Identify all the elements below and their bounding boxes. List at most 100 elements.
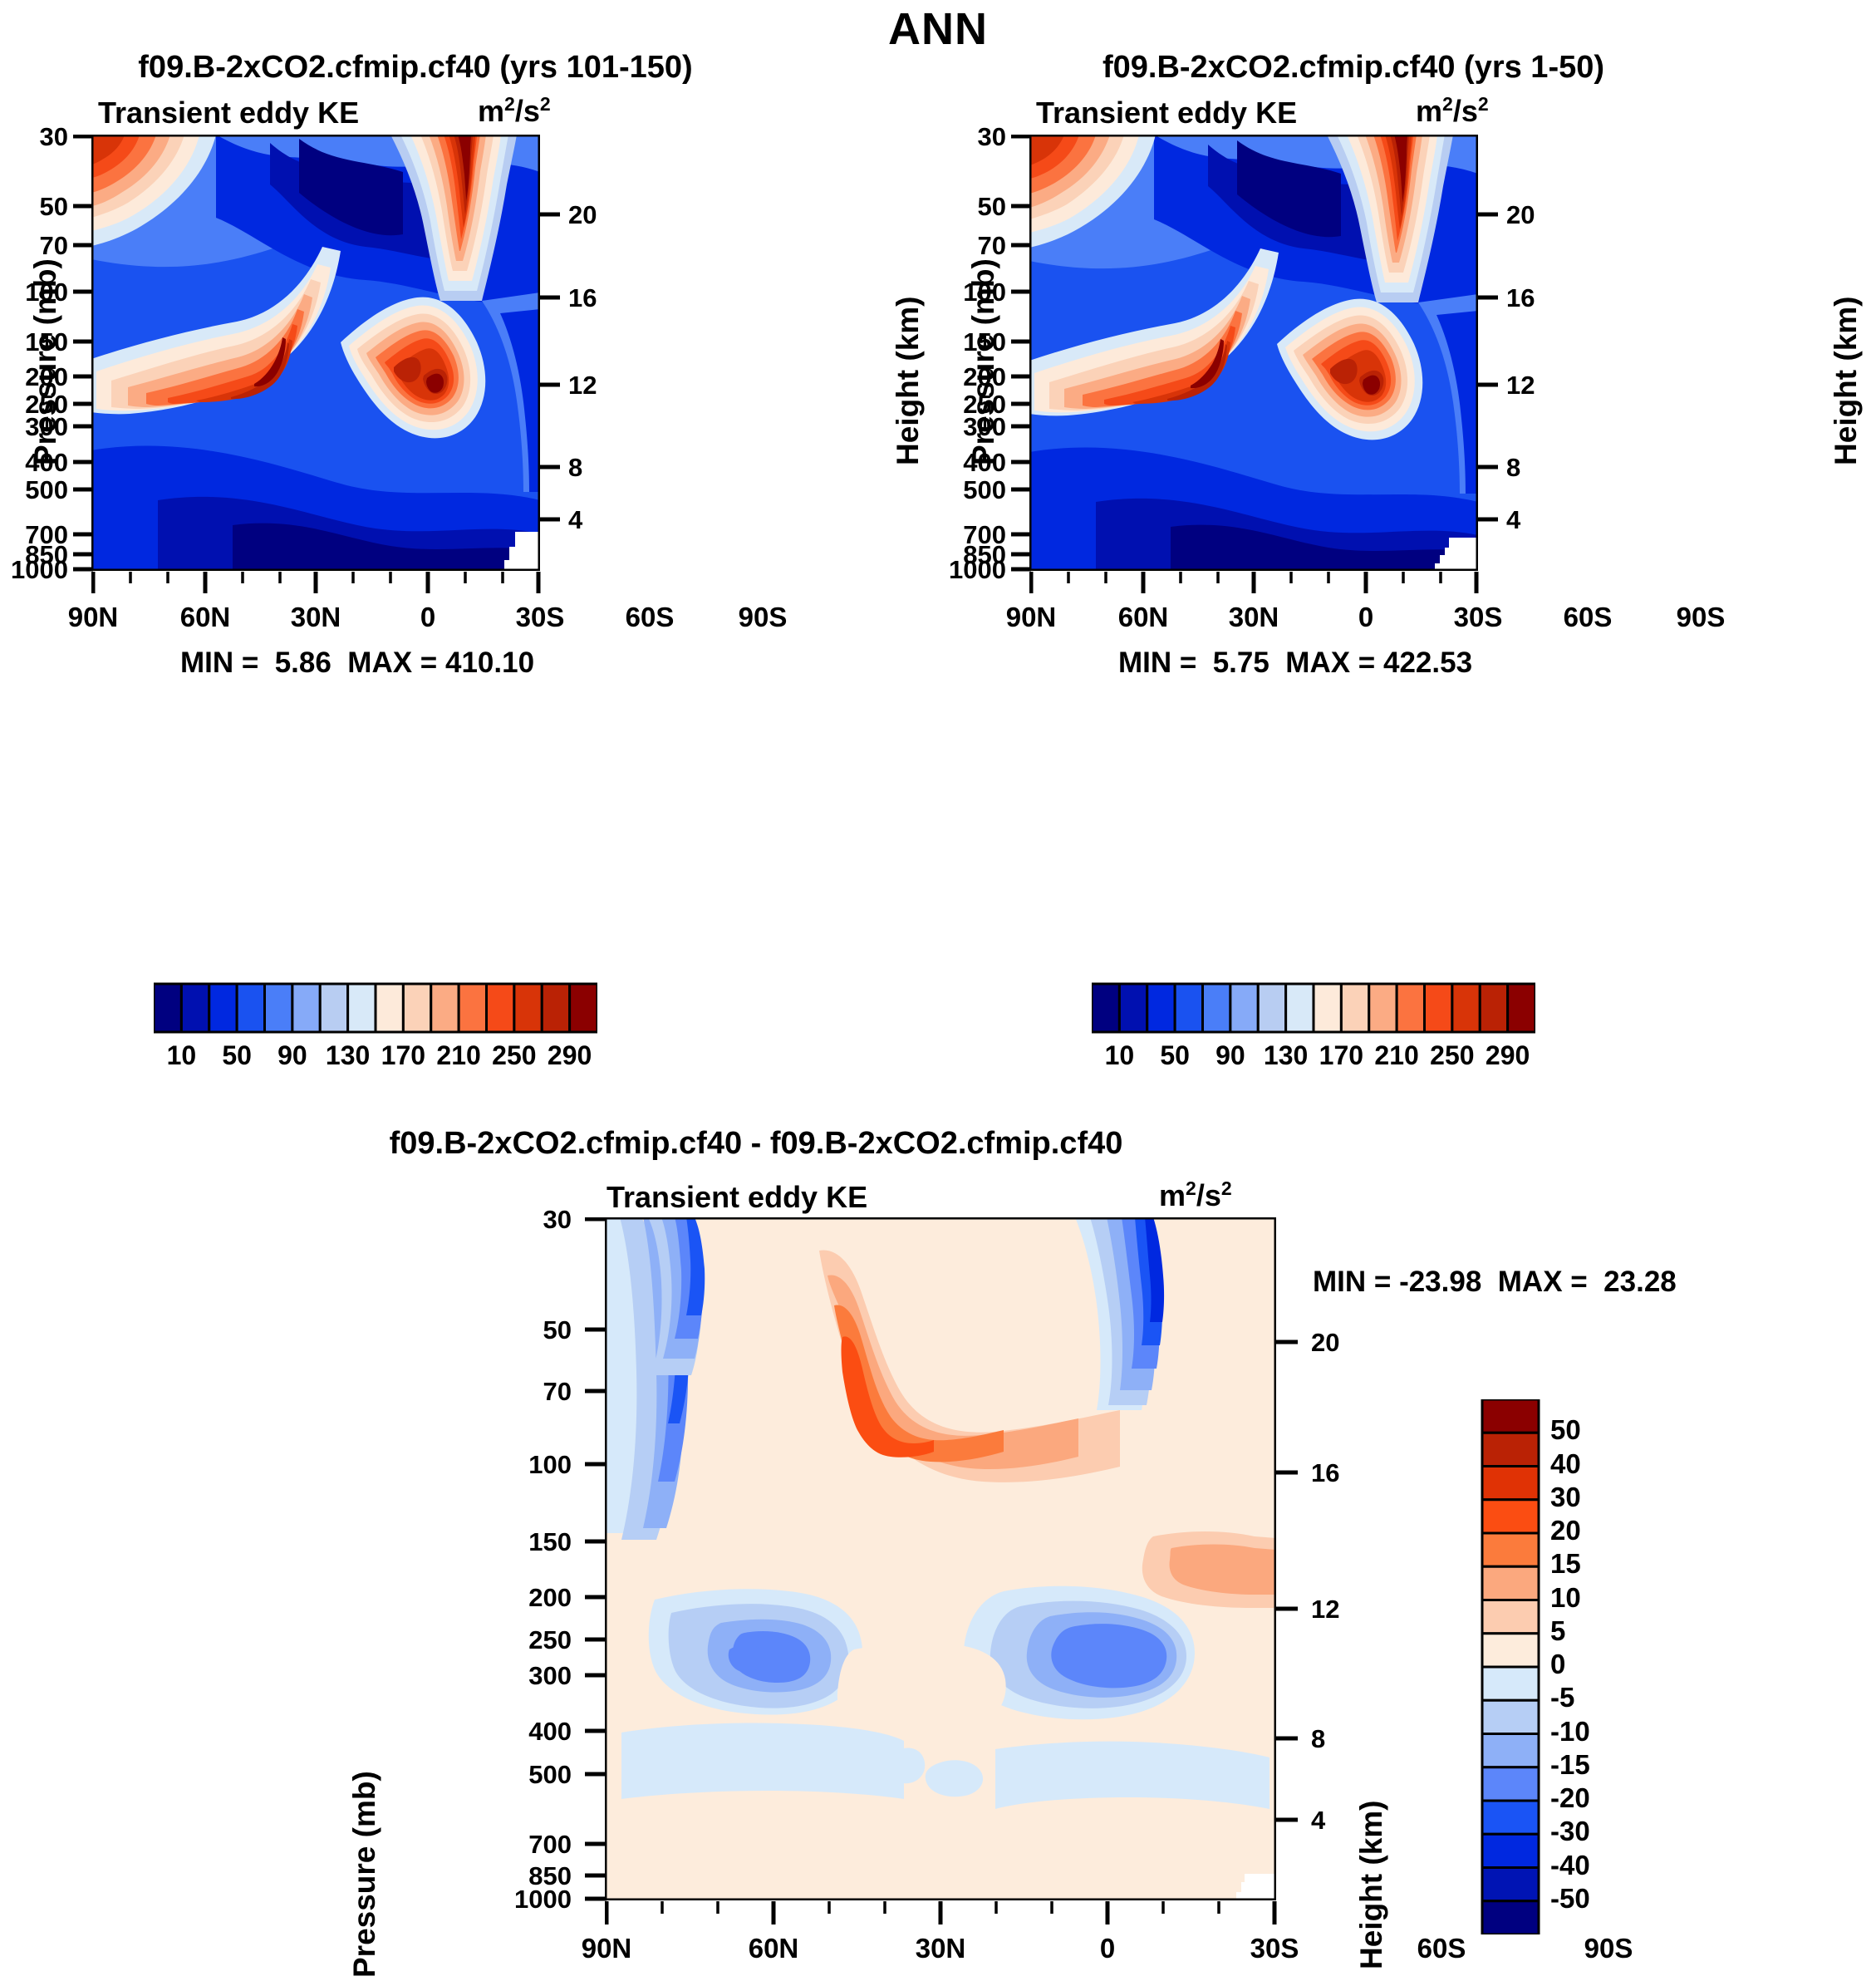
units-exp: 2 — [1442, 93, 1453, 115]
ytick-label: 1000 — [949, 555, 1006, 584]
colorbar-swatch — [179, 982, 211, 1034]
colorbar-tick-label: 90 — [277, 1040, 307, 1070]
panel-top-right-y2label: Height (km) — [1829, 296, 1863, 466]
colorbar-swatch — [263, 982, 294, 1034]
max-value: 23.28 — [1603, 1266, 1677, 1298]
panel-top-right-colorbar[interactable] — [1092, 982, 1535, 1034]
panel-top-left: f09.B-2xCO2.cfmip.cf40 (yrs 101-150) Tra… — [0, 0, 938, 1089]
ytick-label: 700 — [528, 1830, 572, 1859]
y2tick-label: 20 — [568, 200, 597, 229]
xtick-label: 90S — [738, 602, 788, 632]
colorbar-swatch — [1117, 982, 1149, 1034]
ytick-label: 50 — [543, 1315, 572, 1344]
ytick-label: 200 — [25, 362, 68, 391]
colorbar-swatch — [1481, 1599, 1540, 1635]
max-label: MAX = — [1497, 1266, 1588, 1298]
panel-top-left-y2label: Height (km) — [891, 296, 925, 466]
colorbar-tick-label: 210 — [436, 1040, 481, 1070]
ytick-label: 300 — [528, 1661, 572, 1690]
colorbar-swatch — [1423, 982, 1454, 1034]
ytick-label: 850 — [528, 1861, 572, 1890]
ytick-label: 30 — [977, 122, 1006, 151]
colorbar-swatch — [1284, 982, 1315, 1034]
ytick-label: 250 — [528, 1625, 572, 1654]
ytick-label: 200 — [963, 362, 1006, 391]
colorbar-tick-label: 250 — [1430, 1040, 1475, 1070]
panel-difference-colorbar[interactable] — [1481, 1399, 1540, 1934]
colorbar-tick-label: 40 — [1550, 1448, 1581, 1479]
xtick-label: 0 — [1099, 1933, 1116, 1964]
panel-top-right-colorbar-labels: 10 50 90 130 170 210 250 290 — [1092, 1040, 1535, 1074]
panel-top-left-colorbar-labels: 10 50 90 130 170 210 250 290 — [154, 1040, 597, 1074]
colorbar-tick-label: 15 — [1550, 1548, 1581, 1580]
colorbar-swatch — [1201, 982, 1232, 1034]
ytick-label: 70 — [543, 1377, 572, 1406]
colorbar-tick-label: -10 — [1550, 1715, 1590, 1747]
units-mid: /s — [514, 94, 540, 128]
ytick-label: 250 — [963, 390, 1006, 419]
panel-top-left-y2axis-ticks — [540, 212, 560, 522]
ytick-label: 70 — [977, 231, 1006, 260]
colorbar-tick-label: -5 — [1550, 1682, 1575, 1713]
y2tick-label: 4 — [1506, 505, 1521, 534]
colorbar-tick-label: 170 — [1319, 1040, 1364, 1070]
panel-difference-minmax: MIN = -23.98 MAX = 23.28 — [1313, 1266, 1677, 1299]
ytick-label: 1000 — [11, 555, 68, 584]
ytick-label: 500 — [528, 1760, 572, 1789]
xtick-label: 60N — [179, 602, 231, 632]
xtick-label: 30N — [915, 1933, 966, 1964]
min-label: MIN = — [1313, 1266, 1392, 1298]
min-value: 5.86 — [274, 646, 331, 679]
xtick-label: 30N — [290, 602, 341, 632]
colorbar-tick-label: 20 — [1550, 1515, 1581, 1546]
panel-difference-variable: Transient eddy KE — [607, 1180, 868, 1214]
colorbar-swatch — [1092, 982, 1121, 1034]
colorbar-swatch — [1395, 982, 1427, 1034]
units-exp2: 2 — [1220, 1177, 1232, 1199]
ytick-label: 100 — [528, 1450, 572, 1479]
panel-top-right: f09.B-2xCO2.cfmip.cf40 (yrs 1-50) Transi… — [938, 0, 1876, 1089]
max-value: 422.53 — [1382, 646, 1473, 679]
colorbar-swatch — [1368, 982, 1398, 1034]
colorbar-swatch — [374, 982, 405, 1034]
xtick-label: 60N — [1117, 602, 1169, 632]
panel-top-left-colorbar[interactable] — [154, 982, 597, 1034]
xtick-label: 60S — [625, 602, 675, 632]
figure-main-title: ANN — [888, 4, 988, 54]
colorbar-swatch — [1481, 1799, 1540, 1836]
ytick-label: 250 — [25, 390, 68, 419]
colorbar-swatch — [1481, 1665, 1540, 1702]
xtick-label: 60S — [1417, 1933, 1466, 1964]
min-value: -23.98 — [1399, 1266, 1482, 1298]
ytick-label: 300 — [963, 412, 1006, 441]
xtick-label: 90S — [1676, 602, 1726, 632]
panel-difference: f09.B-2xCO2.cfmip.cf40 - f09.B-2xCO2.cfm… — [0, 1089, 1876, 1981]
ytick-label: 850 — [963, 540, 1006, 569]
units-exp: 2 — [504, 93, 515, 115]
colorbar-swatch — [346, 982, 377, 1034]
xtick-label: 90S — [1584, 1933, 1633, 1964]
colorbar-tick-label: 30 — [1550, 1481, 1581, 1512]
ytick-label: 400 — [963, 448, 1006, 477]
panel-top-right-units: m2/s2 — [1416, 93, 1489, 129]
colorbar-tick-label: 250 — [492, 1040, 537, 1070]
units-exp2: 2 — [1477, 93, 1489, 115]
panel-top-left-xaxis-ticks — [91, 572, 541, 593]
colorbar-swatch — [1478, 982, 1510, 1034]
max-value: 410.10 — [444, 646, 535, 679]
colorbar-swatch — [1481, 1465, 1540, 1502]
units-base: m — [1159, 1178, 1186, 1212]
ytick-label: 150 — [963, 327, 1006, 356]
y2tick-label: 12 — [1311, 1595, 1340, 1624]
colorbar-swatch — [1481, 1498, 1540, 1535]
ytick-label: 700 — [963, 520, 1006, 549]
y2tick-label: 8 — [1311, 1724, 1326, 1753]
ytick-label: 500 — [963, 475, 1006, 504]
colorbar-swatch — [430, 982, 460, 1034]
colorbar-tick-label: 130 — [325, 1040, 371, 1070]
colorbar-tick-label: -30 — [1550, 1816, 1590, 1847]
ytick-label: 700 — [25, 520, 68, 549]
panel-difference-y2axis-ticks — [1276, 1340, 1298, 1822]
xtick-label: 30N — [1228, 602, 1279, 632]
units-base: m — [478, 94, 505, 128]
